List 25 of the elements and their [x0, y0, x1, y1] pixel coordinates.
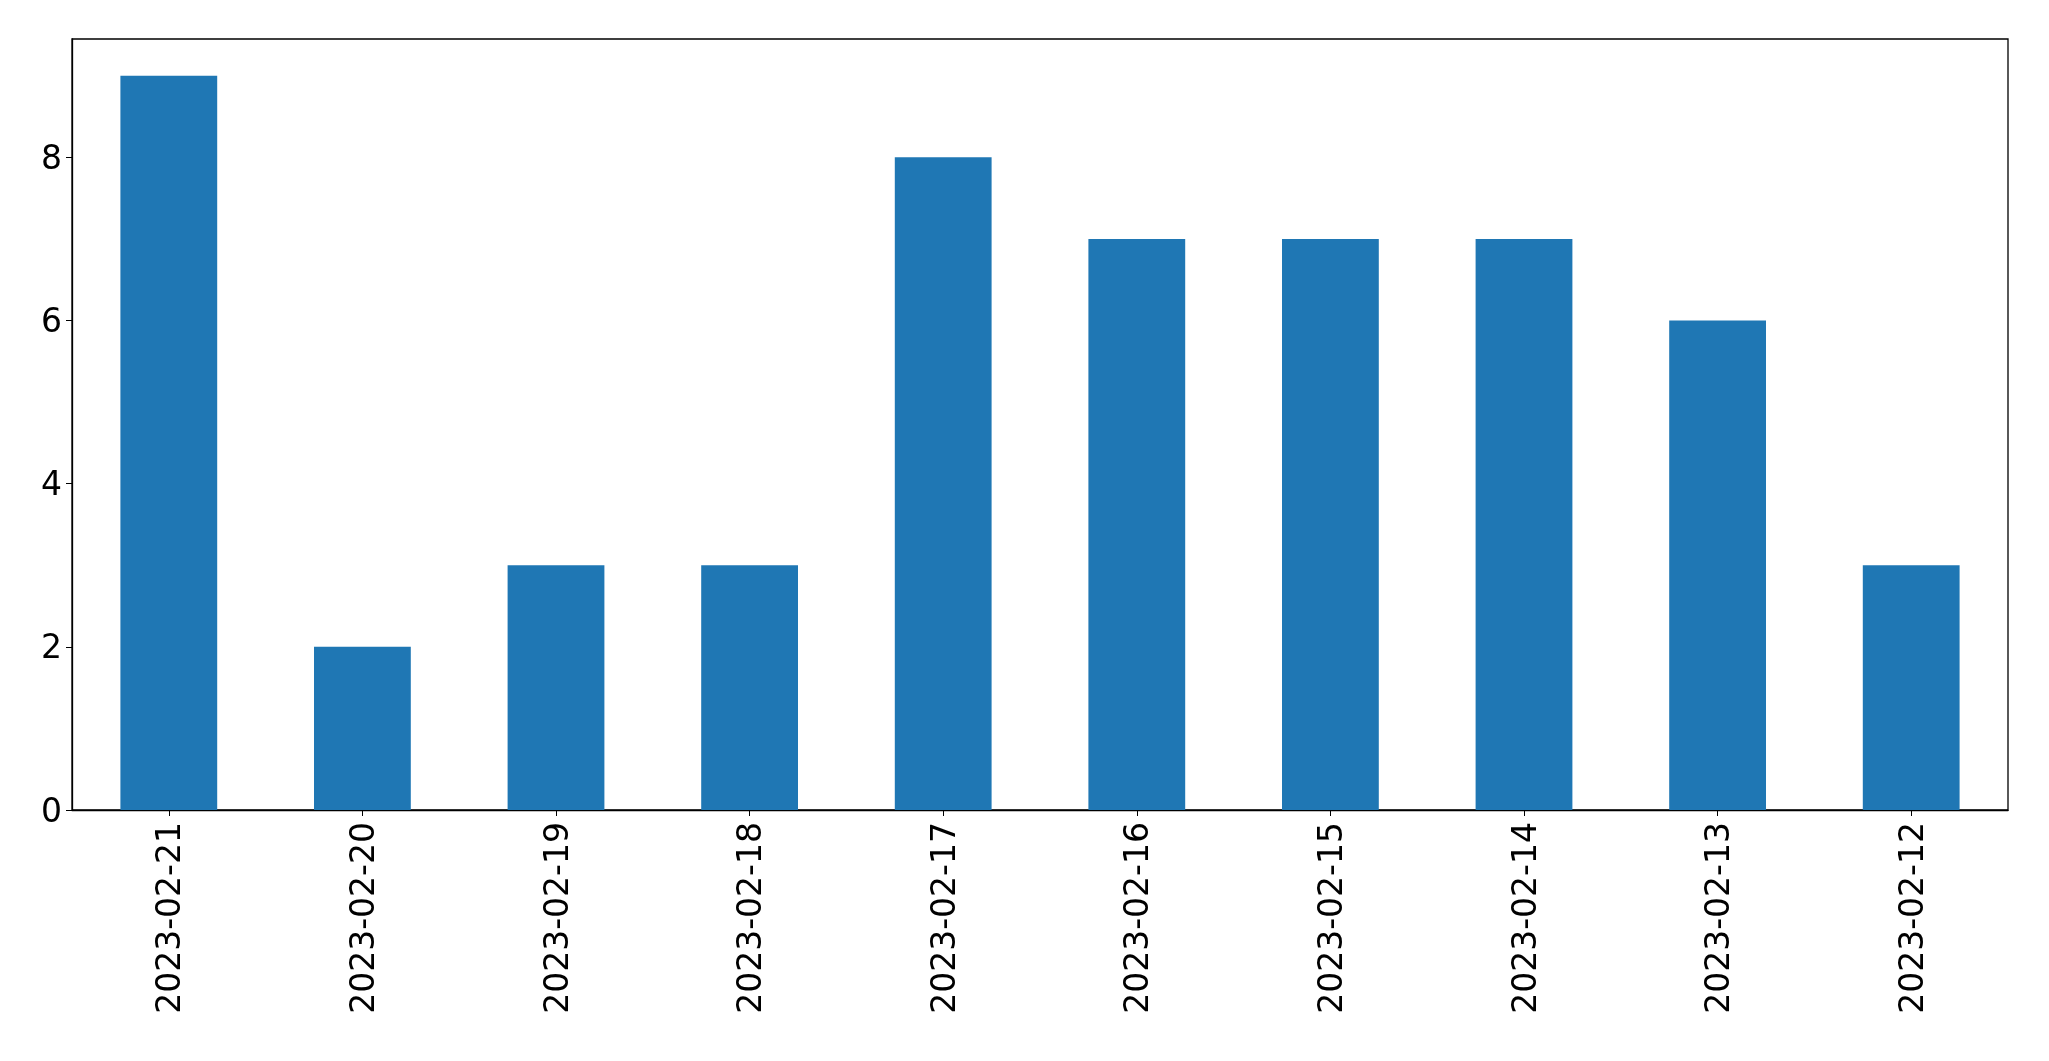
bar — [1475, 238, 1573, 810]
bar — [120, 75, 218, 810]
x-tick-label: 2023-02-20 — [342, 822, 382, 1014]
x-tick-label: 2023-02-14 — [1504, 822, 1544, 1014]
x-tick-label: 2023-02-15 — [1310, 822, 1350, 1014]
x-tick-label: 2023-02-18 — [730, 822, 770, 1014]
bar — [507, 565, 605, 810]
x-tick-label: 2023-02-19 — [536, 822, 576, 1014]
y-tick-label: 2 — [41, 627, 62, 667]
bar — [1862, 565, 1960, 810]
x-tick-label: 2023-02-21 — [149, 822, 189, 1014]
bar — [1669, 320, 1766, 810]
x-tick-label: 2023-02-17 — [923, 822, 963, 1014]
bar — [314, 646, 411, 810]
y-tick-label: 0 — [41, 790, 62, 830]
bar — [1088, 238, 1186, 810]
bar — [894, 157, 992, 810]
y-tick-label: 4 — [41, 464, 62, 504]
y-tick-label: 8 — [41, 137, 62, 177]
x-tick-label: 2023-02-13 — [1698, 822, 1738, 1014]
bar — [1282, 238, 1379, 810]
x-tick-label: 2023-02-12 — [1891, 822, 1931, 1014]
y-tick-label: 6 — [41, 300, 62, 340]
bar — [701, 565, 798, 810]
x-tick-label: 2023-02-16 — [1117, 822, 1157, 1014]
